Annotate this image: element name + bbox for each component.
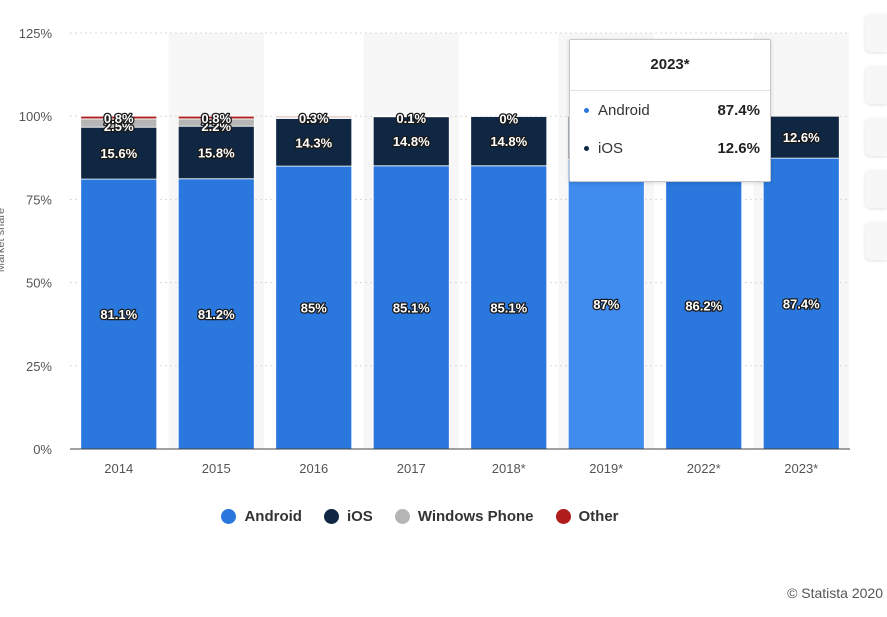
tooltip-value-android: 87.4% [717, 101, 760, 119]
x-tick-label: 2019* [589, 461, 623, 476]
y-tick-label: 125% [19, 26, 53, 41]
side-toolbar [865, 0, 887, 300]
data-label: 85% [301, 301, 327, 316]
data-label: 2.2% [201, 119, 231, 134]
y-tick-label: 25% [26, 359, 52, 374]
data-label: 0.1% [396, 111, 426, 126]
data-label: 81.1% [100, 307, 137, 322]
x-tick-label: 2015 [202, 461, 231, 476]
bar-android [762, 157, 840, 450]
bar-ios [275, 118, 353, 167]
tooltip-row-ios: iOS 12.6% [570, 129, 770, 167]
tooltip-label-android: Android [598, 101, 650, 119]
tooltip-value-ios: 12.6% [717, 139, 760, 157]
data-label: 85.1% [490, 300, 527, 315]
bar-other [80, 115, 158, 120]
data-label: 14.8% [393, 134, 430, 149]
bar-android [275, 165, 353, 450]
y-tick-label: 100% [19, 109, 53, 124]
legend-label-ios: iOS [346, 508, 373, 525]
legend-dot-android [221, 509, 237, 524]
y-tick-label: 0% [33, 442, 52, 457]
legend-item-ios[interactable]: iOS [323, 508, 373, 525]
bar-ios [372, 116, 450, 167]
legend-label-other: Other [578, 508, 619, 525]
legend-item-windows-phone[interactable]: Windows Phone [394, 508, 534, 525]
x-tick-label: 2016 [299, 461, 328, 476]
tooltip-bullet-ios [584, 145, 589, 151]
data-label: 14.3% [295, 135, 332, 150]
tooltip-bullet-android [584, 107, 589, 113]
side-tool-button[interactable] [865, 118, 887, 156]
data-label: 0.8% [201, 111, 231, 126]
legend: Android iOS Windows Phone Other [0, 508, 840, 525]
data-label: 2.5% [104, 119, 134, 134]
side-tool-button[interactable] [865, 222, 887, 260]
x-tick-label: 2017 [397, 461, 426, 476]
legend-dot-ios [323, 509, 339, 524]
statista-credit[interactable]: © Statista 2020 [787, 585, 883, 601]
side-tool-button[interactable] [865, 170, 887, 208]
bar-ios [470, 116, 548, 167]
tooltip-title: 2023* [570, 40, 770, 91]
data-label: 81.2% [198, 307, 235, 322]
y-tick-label: 75% [26, 192, 52, 207]
bar-android [177, 178, 255, 450]
legend-item-other[interactable]: Other [555, 508, 619, 525]
bar-android [470, 165, 548, 450]
bar-ios [80, 126, 158, 180]
data-label: 0.8% [104, 111, 134, 126]
x-tick-label: 2023* [784, 461, 818, 476]
bar-ios [177, 125, 255, 180]
data-label: 14.8% [490, 134, 527, 149]
bar-other [177, 115, 255, 120]
bar-android [567, 159, 645, 450]
data-label: 12.6% [783, 130, 820, 145]
data-label: 15.8% [198, 145, 235, 160]
data-label: 85.1% [393, 300, 430, 315]
data-label: 87.4% [783, 297, 820, 312]
legend-dot-other [555, 509, 571, 524]
x-tick-label: 2022* [687, 461, 721, 476]
bar-android [372, 165, 450, 450]
legend-label-android: Android [244, 508, 302, 525]
y-tick-label: 50% [26, 276, 52, 291]
data-label: 0.3% [299, 111, 329, 126]
chart-tooltip: 2023* Android 87.4% iOS 12.6% [569, 39, 771, 182]
legend-item-android[interactable]: Android [221, 508, 302, 525]
tooltip-label-ios: iOS [598, 139, 624, 157]
data-label: 15.6% [100, 146, 137, 161]
y-axis-label: Market share [0, 208, 7, 272]
data-label: 87% [593, 297, 619, 312]
x-tick-label: 2018* [492, 461, 526, 476]
tooltip-row-android: Android 87.4% [570, 91, 770, 129]
side-tool-button[interactable] [865, 66, 887, 104]
side-tool-button[interactable] [865, 14, 887, 52]
data-label: 0% [499, 112, 518, 127]
bar-other [275, 115, 353, 118]
legend-label-windows-phone: Windows Phone [417, 508, 534, 525]
data-label: 86.2% [685, 299, 722, 314]
legend-dot-windows-phone [394, 509, 410, 524]
bar-android [665, 161, 743, 450]
bar-ios [762, 115, 840, 159]
bar-android [80, 178, 158, 450]
x-tick-label: 2014 [104, 461, 133, 476]
bar-other [372, 115, 450, 117]
